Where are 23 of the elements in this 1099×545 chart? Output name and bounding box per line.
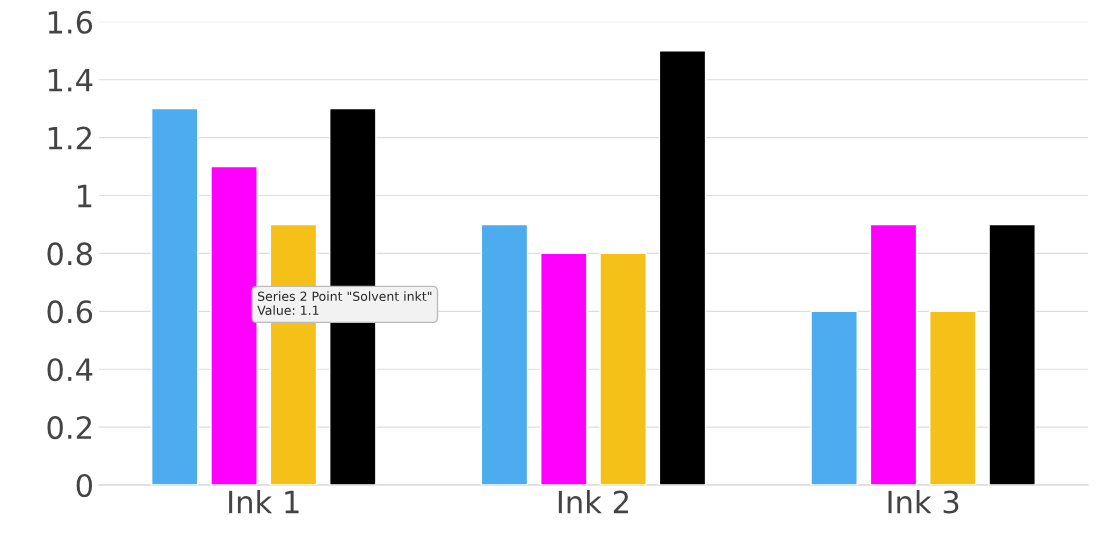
y-tick-label: 1.6 bbox=[48, 10, 93, 34]
y-tick-label: 1 bbox=[77, 184, 92, 208]
y-tick-label: 0.6 bbox=[47, 300, 93, 324]
bar bbox=[810, 310, 858, 486]
bar bbox=[150, 107, 199, 486]
x-tick-label: Ink 2 bbox=[558, 489, 629, 514]
bar bbox=[540, 252, 588, 486]
bar bbox=[599, 252, 647, 486]
y-tick-label: 1.4 bbox=[48, 69, 93, 92]
bar bbox=[988, 223, 1036, 486]
y-tick-label: 1.2 bbox=[48, 126, 91, 150]
bar bbox=[210, 165, 258, 486]
y-tick-label: 0 bbox=[76, 473, 93, 498]
bar bbox=[929, 310, 977, 486]
bar bbox=[480, 223, 529, 486]
bar bbox=[869, 223, 918, 486]
x-tick-label: Ink 3 bbox=[888, 489, 959, 514]
bar bbox=[658, 50, 707, 486]
x-tick-label: Ink 1 bbox=[229, 489, 299, 514]
y-tick-label: 0.2 bbox=[47, 416, 91, 440]
y-tick-label: 0.4 bbox=[47, 358, 93, 382]
annotation: Series 2 Point "Solvent inkt" Value: 1.1 bbox=[257, 291, 432, 316]
y-tick-label: 0.8 bbox=[47, 242, 92, 266]
